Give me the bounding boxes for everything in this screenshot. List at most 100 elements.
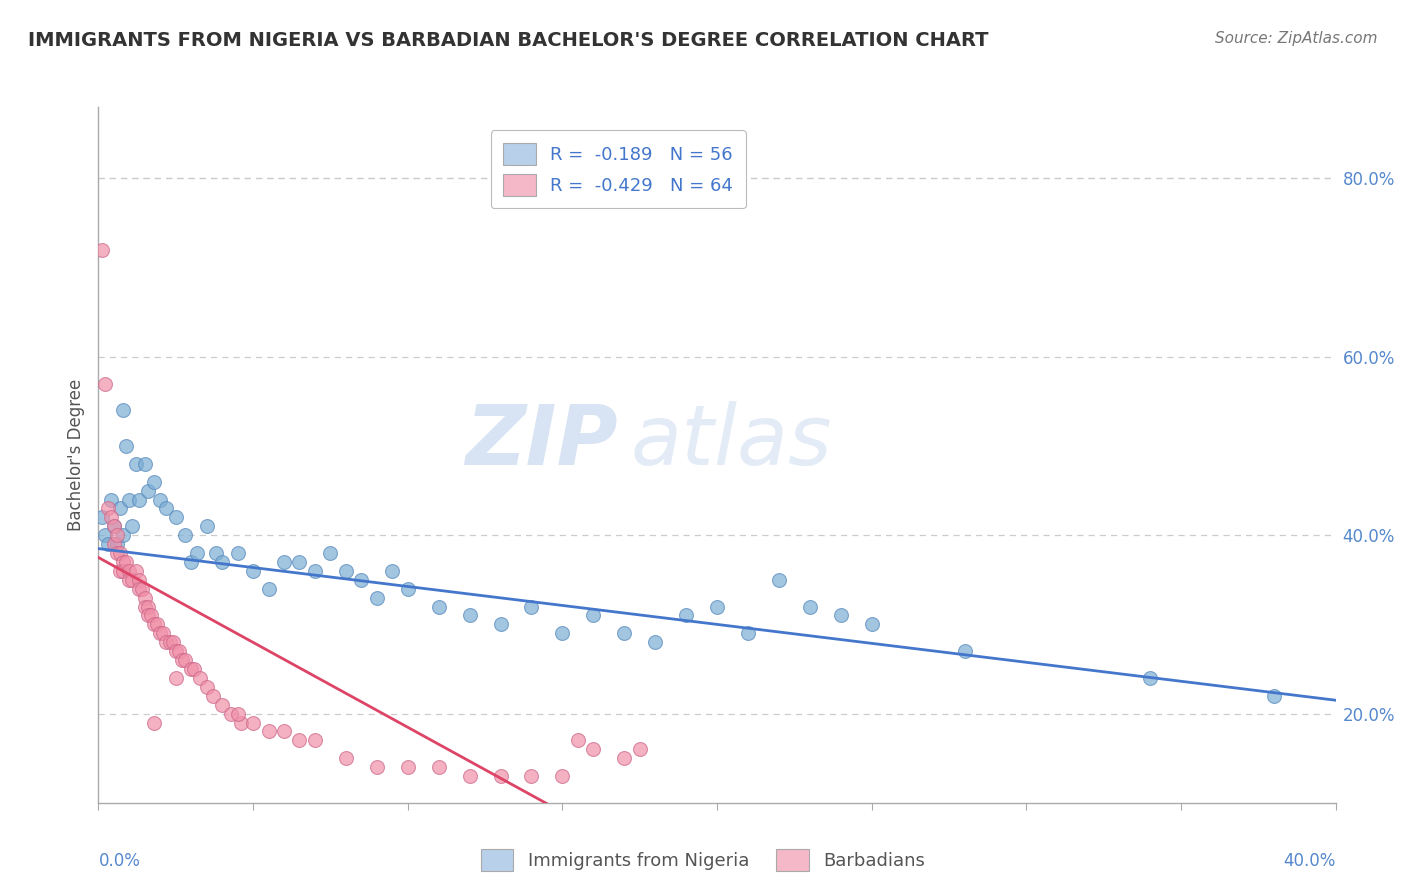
Point bbox=[159, 635, 181, 649]
Point bbox=[551, 626, 574, 640]
Point bbox=[190, 671, 212, 685]
Point bbox=[567, 733, 589, 747]
Point bbox=[143, 475, 166, 489]
Point bbox=[165, 510, 187, 524]
Point bbox=[128, 582, 150, 596]
Point bbox=[134, 591, 156, 605]
Point bbox=[174, 528, 197, 542]
Y-axis label: Bachelor's Degree: Bachelor's Degree bbox=[66, 379, 84, 531]
Point bbox=[155, 501, 177, 516]
Point bbox=[273, 724, 295, 739]
Text: 0.0%: 0.0% bbox=[98, 852, 141, 870]
Point bbox=[737, 626, 759, 640]
Point bbox=[128, 573, 150, 587]
Point bbox=[613, 751, 636, 765]
Point bbox=[183, 662, 205, 676]
Point bbox=[396, 760, 419, 774]
Point bbox=[115, 555, 138, 569]
Point bbox=[458, 608, 481, 623]
Point bbox=[799, 599, 821, 614]
Point bbox=[520, 599, 543, 614]
Point bbox=[229, 715, 252, 730]
Point bbox=[613, 626, 636, 640]
Point bbox=[644, 635, 666, 649]
Point bbox=[381, 564, 404, 578]
Point bbox=[93, 376, 115, 391]
Point bbox=[103, 519, 125, 533]
Point bbox=[112, 555, 135, 569]
Point bbox=[551, 769, 574, 783]
Point bbox=[131, 582, 153, 596]
Point bbox=[953, 644, 976, 658]
Point bbox=[165, 671, 187, 685]
Point bbox=[366, 760, 388, 774]
Point bbox=[396, 582, 419, 596]
Point bbox=[211, 698, 233, 712]
Point bbox=[257, 724, 280, 739]
Point bbox=[124, 564, 146, 578]
Point bbox=[628, 742, 651, 756]
Text: Source: ZipAtlas.com: Source: ZipAtlas.com bbox=[1215, 31, 1378, 46]
Point bbox=[155, 635, 177, 649]
Point bbox=[195, 680, 218, 694]
Point bbox=[257, 582, 280, 596]
Point bbox=[195, 519, 218, 533]
Point bbox=[105, 546, 128, 560]
Point bbox=[242, 715, 264, 730]
Point bbox=[335, 751, 357, 765]
Point bbox=[112, 403, 135, 417]
Point bbox=[118, 492, 141, 507]
Point bbox=[115, 439, 138, 453]
Point bbox=[520, 769, 543, 783]
Point bbox=[162, 635, 184, 649]
Point bbox=[458, 769, 481, 783]
Point bbox=[211, 555, 233, 569]
Point bbox=[1263, 689, 1285, 703]
Point bbox=[118, 573, 141, 587]
Point bbox=[108, 564, 131, 578]
Point bbox=[136, 599, 159, 614]
Point bbox=[582, 742, 605, 756]
Point bbox=[427, 599, 450, 614]
Point bbox=[90, 243, 112, 257]
Point bbox=[152, 626, 174, 640]
Text: ZIP: ZIP bbox=[465, 401, 619, 482]
Point bbox=[226, 706, 249, 721]
Point bbox=[319, 546, 342, 560]
Point bbox=[90, 510, 112, 524]
Point bbox=[143, 715, 166, 730]
Point bbox=[201, 689, 224, 703]
Text: 40.0%: 40.0% bbox=[1284, 852, 1336, 870]
Point bbox=[105, 537, 128, 551]
Point bbox=[93, 528, 115, 542]
Point bbox=[124, 457, 146, 471]
Point bbox=[134, 599, 156, 614]
Point bbox=[170, 653, 193, 667]
Point bbox=[489, 617, 512, 632]
Point bbox=[103, 519, 125, 533]
Point bbox=[273, 555, 295, 569]
Point bbox=[180, 555, 202, 569]
Point bbox=[582, 608, 605, 623]
Point bbox=[288, 555, 311, 569]
Point bbox=[143, 617, 166, 632]
Point bbox=[105, 528, 128, 542]
Point bbox=[167, 644, 190, 658]
Point bbox=[335, 564, 357, 578]
Point bbox=[304, 564, 326, 578]
Point bbox=[174, 653, 197, 667]
Point bbox=[103, 537, 125, 551]
Point bbox=[489, 769, 512, 783]
Point bbox=[97, 537, 120, 551]
Point bbox=[205, 546, 228, 560]
Point bbox=[134, 457, 156, 471]
Legend: Immigrants from Nigeria, Barbadians: Immigrants from Nigeria, Barbadians bbox=[474, 842, 932, 879]
Point bbox=[221, 706, 243, 721]
Legend: R =  -0.189   N = 56, R =  -0.429   N = 64: R = -0.189 N = 56, R = -0.429 N = 64 bbox=[491, 130, 745, 209]
Point bbox=[97, 501, 120, 516]
Point bbox=[165, 644, 187, 658]
Point bbox=[180, 662, 202, 676]
Point bbox=[350, 573, 373, 587]
Point bbox=[146, 617, 169, 632]
Point bbox=[304, 733, 326, 747]
